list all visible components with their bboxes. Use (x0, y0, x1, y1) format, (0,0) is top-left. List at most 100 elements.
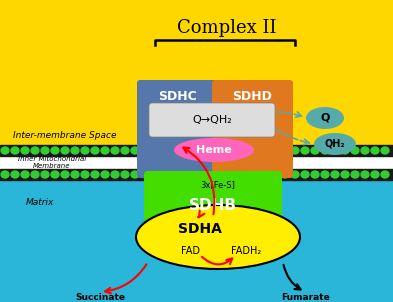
Ellipse shape (174, 138, 254, 162)
Ellipse shape (11, 171, 19, 178)
Text: SDHC: SDHC (158, 91, 197, 104)
Ellipse shape (111, 147, 119, 154)
Text: QH₂: QH₂ (325, 139, 345, 149)
Ellipse shape (321, 147, 329, 154)
Ellipse shape (306, 107, 344, 129)
Ellipse shape (351, 171, 359, 178)
Ellipse shape (241, 147, 249, 154)
Ellipse shape (221, 171, 229, 178)
Text: Inner Mitochondrial
Membrane: Inner Mitochondrial Membrane (18, 156, 86, 169)
Ellipse shape (314, 133, 356, 155)
Ellipse shape (241, 171, 249, 178)
Ellipse shape (11, 147, 19, 154)
Ellipse shape (101, 147, 109, 154)
Ellipse shape (41, 171, 49, 178)
Text: SDHB: SDHB (189, 198, 237, 213)
Ellipse shape (251, 171, 259, 178)
Ellipse shape (141, 147, 149, 154)
Ellipse shape (281, 171, 289, 178)
Ellipse shape (71, 171, 79, 178)
Text: SDHA: SDHA (178, 222, 222, 236)
Ellipse shape (221, 147, 229, 154)
Ellipse shape (51, 171, 59, 178)
Ellipse shape (331, 147, 339, 154)
FancyBboxPatch shape (144, 171, 282, 221)
Ellipse shape (81, 171, 89, 178)
FancyBboxPatch shape (149, 103, 275, 137)
FancyBboxPatch shape (137, 80, 218, 178)
Bar (0, 0, 393, 145)
Ellipse shape (131, 171, 139, 178)
Ellipse shape (21, 171, 29, 178)
Ellipse shape (211, 171, 219, 178)
Bar (0, 156, 393, 169)
Ellipse shape (261, 147, 269, 154)
Text: Heme: Heme (196, 145, 232, 155)
Ellipse shape (271, 147, 279, 154)
Bar (0, 169, 393, 180)
Ellipse shape (161, 171, 169, 178)
Ellipse shape (291, 171, 299, 178)
Ellipse shape (161, 147, 169, 154)
Ellipse shape (361, 147, 369, 154)
Ellipse shape (251, 147, 259, 154)
Ellipse shape (231, 171, 239, 178)
Ellipse shape (191, 171, 199, 178)
Ellipse shape (311, 171, 319, 178)
Ellipse shape (61, 171, 69, 178)
Ellipse shape (381, 147, 389, 154)
Text: 3x[Fe-S]: 3x[Fe-S] (200, 181, 235, 189)
Ellipse shape (51, 147, 59, 154)
Ellipse shape (191, 147, 199, 154)
Ellipse shape (351, 147, 359, 154)
Ellipse shape (151, 171, 159, 178)
FancyBboxPatch shape (212, 80, 293, 178)
Ellipse shape (361, 171, 369, 178)
Ellipse shape (201, 171, 209, 178)
Ellipse shape (61, 147, 69, 154)
Ellipse shape (371, 147, 379, 154)
Ellipse shape (381, 171, 389, 178)
Ellipse shape (341, 147, 349, 154)
Ellipse shape (181, 171, 189, 178)
Ellipse shape (141, 171, 149, 178)
Ellipse shape (31, 147, 39, 154)
Ellipse shape (301, 147, 309, 154)
Text: Complex II: Complex II (177, 19, 277, 37)
Ellipse shape (171, 171, 179, 178)
Ellipse shape (91, 171, 99, 178)
Text: Q→QH₂: Q→QH₂ (192, 115, 232, 125)
Ellipse shape (301, 171, 309, 178)
Ellipse shape (31, 171, 39, 178)
Ellipse shape (271, 171, 279, 178)
Ellipse shape (41, 147, 49, 154)
Ellipse shape (111, 171, 119, 178)
Ellipse shape (291, 147, 299, 154)
Ellipse shape (1, 147, 9, 154)
Text: Fumarate: Fumarate (281, 293, 329, 302)
Ellipse shape (136, 205, 300, 269)
Text: FAD: FAD (180, 246, 200, 256)
Ellipse shape (261, 171, 269, 178)
Ellipse shape (131, 147, 139, 154)
Ellipse shape (211, 147, 219, 154)
Ellipse shape (281, 147, 289, 154)
Text: FADH₂: FADH₂ (231, 246, 261, 256)
Ellipse shape (201, 147, 209, 154)
Ellipse shape (171, 147, 179, 154)
Ellipse shape (1, 171, 9, 178)
Ellipse shape (21, 147, 29, 154)
Bar (0, 180, 393, 302)
Ellipse shape (121, 171, 129, 178)
Ellipse shape (231, 147, 239, 154)
Ellipse shape (81, 147, 89, 154)
Ellipse shape (91, 147, 99, 154)
Ellipse shape (181, 147, 189, 154)
Ellipse shape (151, 147, 159, 154)
Ellipse shape (101, 171, 109, 178)
Text: Q: Q (320, 113, 330, 123)
Text: Inter-membrane Space: Inter-membrane Space (13, 131, 117, 140)
Ellipse shape (331, 171, 339, 178)
Ellipse shape (341, 171, 349, 178)
Ellipse shape (311, 147, 319, 154)
